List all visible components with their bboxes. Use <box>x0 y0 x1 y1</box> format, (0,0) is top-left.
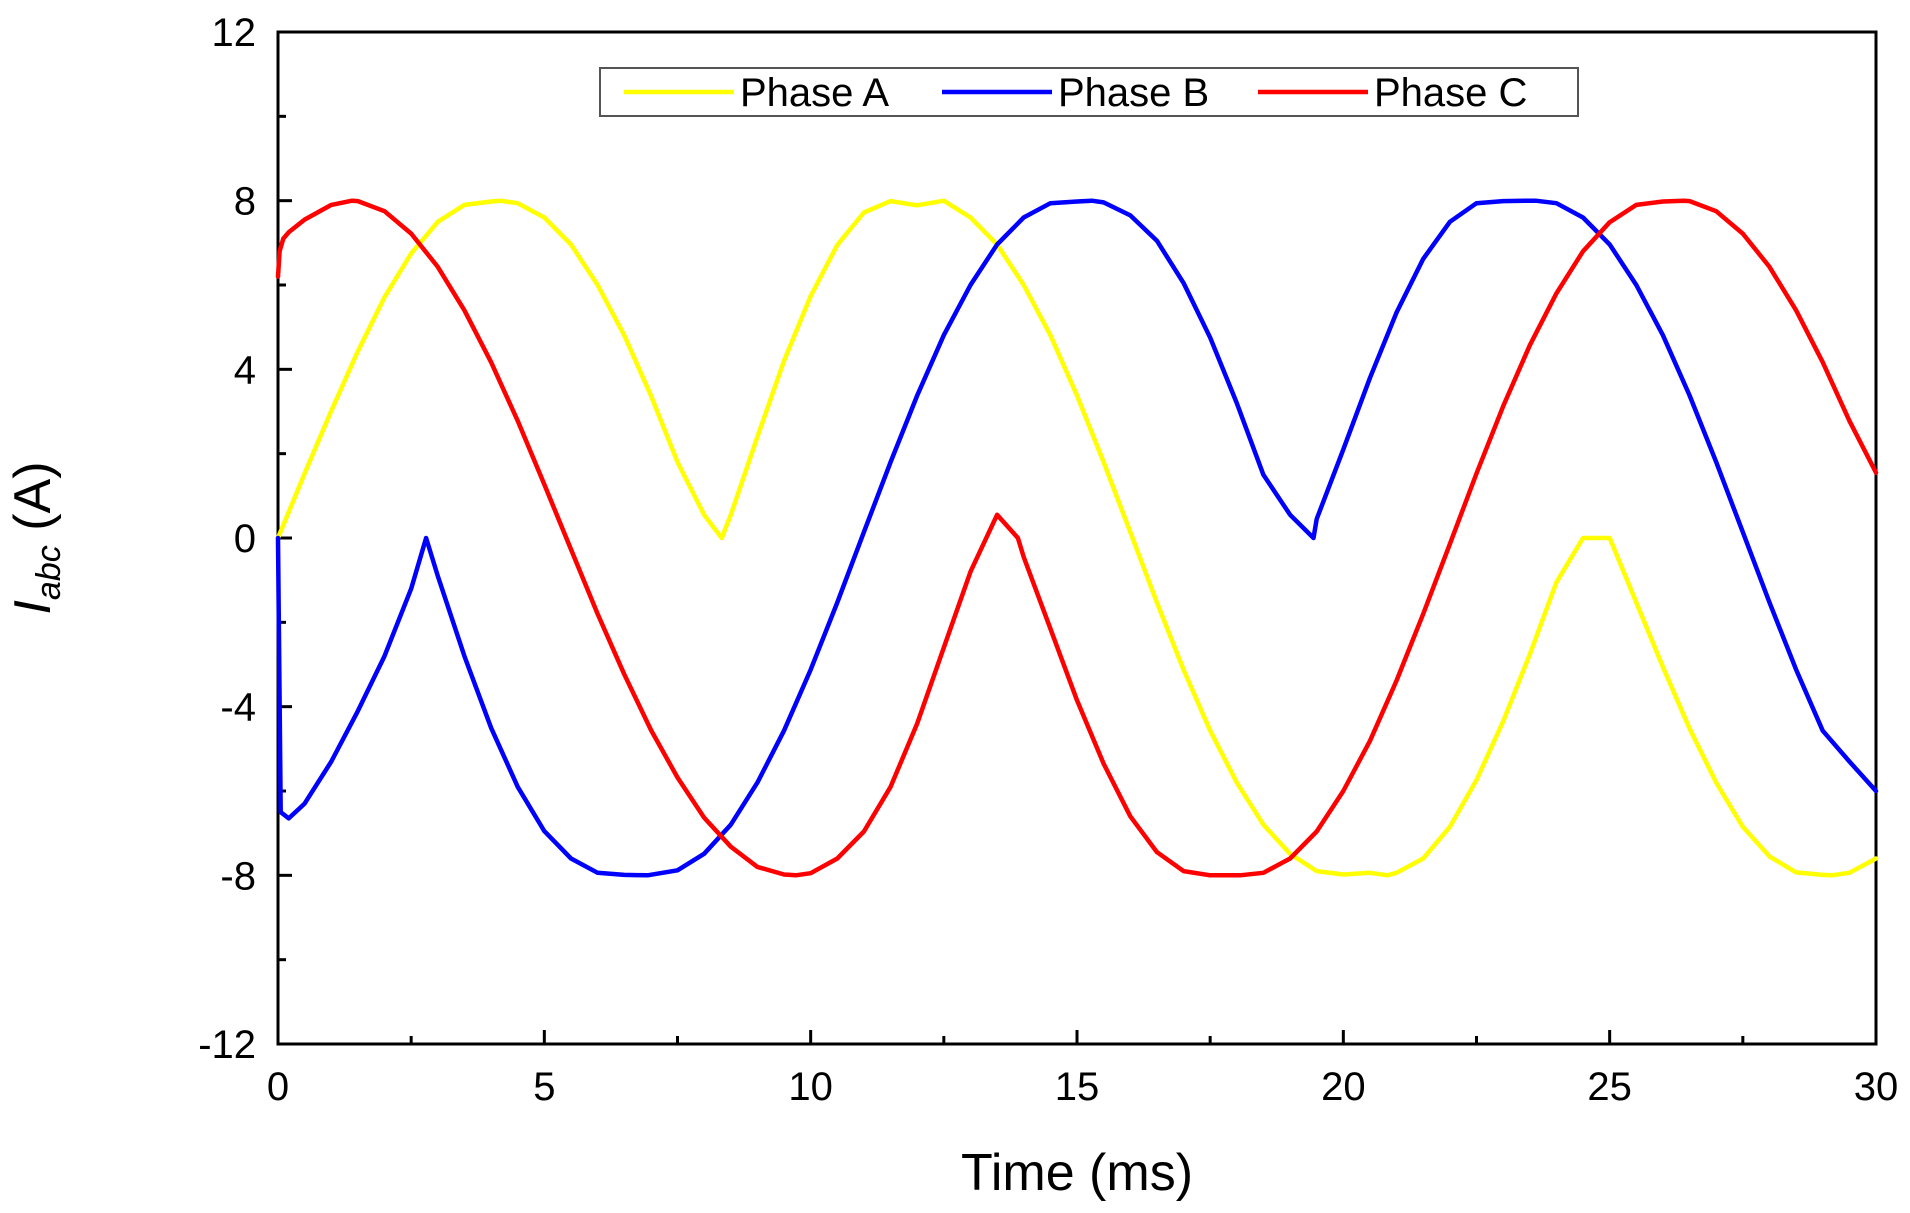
x-tick-label: 25 <box>1587 1065 1632 1109</box>
y-tick-label: 8 <box>234 180 256 224</box>
axes-layer: 0 5 10 15 20 25 30 -12 -8 -4 0 4 8 12 <box>198 11 1898 1109</box>
series-layer <box>275 198 1879 878</box>
y-axis-title: Iabc (A) <box>4 461 68 614</box>
legend-label-phase-a: Phase A <box>740 71 889 115</box>
y-tick-label: -12 <box>198 1023 256 1067</box>
legend-label-phase-c: Phase C <box>1374 71 1527 115</box>
y-tick-label: -8 <box>220 854 256 898</box>
y-axis-title-main: I <box>4 600 62 614</box>
y-axis-title-unit: (A) <box>4 461 62 545</box>
legend-box <box>599 67 1579 117</box>
y-tick-label: 12 <box>212 11 257 55</box>
series-line-phase-c <box>275 198 1879 878</box>
x-tick-label: 20 <box>1321 1065 1366 1109</box>
x-axis-title: Time (ms) <box>961 1144 1193 1202</box>
legend: Phase A Phase B Phase C <box>599 67 1579 117</box>
x-tick-label: 0 <box>267 1065 289 1109</box>
legend-label-phase-b: Phase B <box>1058 71 1209 115</box>
x-tick-label: 30 <box>1854 1065 1899 1109</box>
x-tick-label: 15 <box>1055 1065 1100 1109</box>
y-tick-label: 4 <box>234 348 256 392</box>
plot-frame <box>276 30 1878 1046</box>
series-line-phase-a <box>275 198 1879 878</box>
x-tick-label: 10 <box>788 1065 833 1109</box>
y-tick-label: 0 <box>234 517 256 561</box>
series-line-phase-b <box>275 198 1879 878</box>
y-axis-title-subscript: abc <box>30 545 68 600</box>
y-tick-label: -4 <box>220 686 256 730</box>
x-tick-label: 5 <box>533 1065 555 1109</box>
